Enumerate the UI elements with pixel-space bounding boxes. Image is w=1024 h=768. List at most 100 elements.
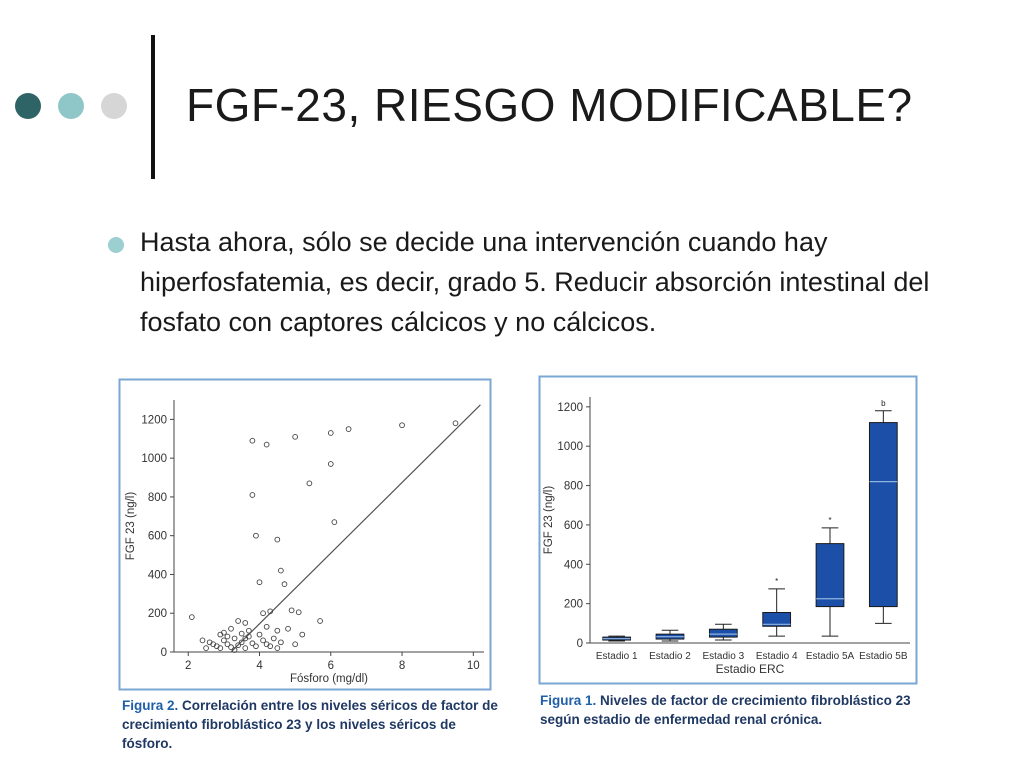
y-tick-label: 600 <box>148 531 167 543</box>
scatter-point <box>242 620 249 626</box>
caption-text: Niveles de factor de crecimiento fibrobl… <box>540 693 911 727</box>
scatter-point <box>263 441 270 448</box>
scatter-point <box>221 637 227 644</box>
scatter-point <box>228 625 234 632</box>
scatter-point <box>238 639 245 646</box>
scatter-point <box>224 641 231 648</box>
caption-figura-2: Figura 2. Correlación entre los niveles … <box>122 696 502 753</box>
y-tick-label: 200 <box>564 599 583 611</box>
bullet-text: Hasta ahora, sólo se decide una interven… <box>140 227 930 337</box>
significance-marker: * <box>828 516 831 525</box>
y-tick-label: 800 <box>564 481 583 493</box>
x-tick-label: 4 <box>256 660 263 672</box>
x-tick-label: 10 <box>467 660 480 672</box>
scatter-point <box>228 644 234 651</box>
scatter-point <box>231 635 238 642</box>
scatter-point <box>327 430 334 436</box>
box-iqr <box>762 611 792 627</box>
scatter-point <box>260 610 266 617</box>
scatter-point <box>253 532 259 539</box>
scatter-point <box>253 643 259 650</box>
x-axis-label: Estadio ERC <box>716 662 785 676</box>
bullet-icon <box>108 237 124 253</box>
x-tick-label: Estadio 4 <box>756 651 798 662</box>
x-axis-label: Fósforo (mg/dl) <box>290 673 368 685</box>
figure-boxplot: 0 200 400 600 800 1000 1200 Estadio 1 Estadio 2 E… <box>538 375 918 727</box>
scatter-point <box>281 581 288 588</box>
scatter-point <box>242 635 249 642</box>
title-divider <box>151 35 155 179</box>
scatter-point <box>203 645 209 651</box>
box-1 <box>602 635 632 642</box>
x-tick-label: Estadio 5A <box>806 651 855 662</box>
caption-figura-1: Figura 1. Niveles de factor de crecimien… <box>540 691 930 729</box>
y-axis-label: FGF 23 (ng/l) <box>543 486 555 555</box>
scatter-point <box>235 642 241 649</box>
significance-marker: b <box>881 399 886 408</box>
scatter-point <box>249 437 256 444</box>
scatter-point <box>188 614 195 620</box>
scatter-point <box>245 627 252 634</box>
x-tick-label: 8 <box>399 660 405 672</box>
scatter-point <box>217 645 224 651</box>
scatter-point <box>292 433 298 440</box>
y-tick-label: 200 <box>148 608 167 620</box>
caption-text: Correlación entre los niveles séricos de… <box>122 698 498 751</box>
scatter-point <box>331 519 338 525</box>
box-iqr <box>708 628 738 638</box>
y-tick-label: 0 <box>577 638 583 650</box>
header-dot-dark <box>15 93 41 119</box>
scatter-point <box>249 492 256 498</box>
scatter-point <box>452 420 459 427</box>
box-3 <box>708 623 738 641</box>
scatter-point <box>274 645 281 651</box>
x-tick-label: Estadio 1 <box>596 651 638 662</box>
x-tick-label: 6 <box>328 660 334 672</box>
scatter-point <box>238 630 245 637</box>
scatter-point <box>317 618 323 624</box>
scatter-frame <box>118 378 492 691</box>
scatter-point <box>399 422 405 429</box>
header-dot-gray <box>101 93 127 119</box>
scatter-point <box>267 608 274 615</box>
x-tick-label: 2 <box>185 660 191 672</box>
scatter-point <box>235 618 241 624</box>
significance-marker: * <box>775 577 778 586</box>
header-dot-teal <box>58 93 84 119</box>
y-tick-label: 0 <box>161 647 167 659</box>
scatter-point <box>295 609 302 616</box>
scatter-point <box>270 635 277 642</box>
box-6: b <box>868 399 898 624</box>
box-iqr <box>815 543 845 608</box>
boxplot-chart: 0 200 400 600 800 1000 1200 Estadio 1 Estadio 2 E… <box>538 375 918 685</box>
y-tick-label: 1000 <box>141 453 167 465</box>
scatter-point <box>274 536 281 543</box>
scatter-point <box>278 567 284 574</box>
scatter-point <box>217 631 224 638</box>
scatter-point <box>267 643 274 650</box>
scatter-point <box>278 639 284 646</box>
box-4: * <box>762 577 792 637</box>
y-axis-label: FGF 23 (ng/l) <box>125 492 137 561</box>
scatter-point <box>263 623 270 630</box>
scatter-point <box>231 647 238 653</box>
scatter-point <box>199 637 206 644</box>
scatter-chart: 0 200 400 600 800 1000 1200 2 4 6 8 10 Fósforo (mg/d… <box>118 378 492 691</box>
y-tick-label: 400 <box>148 569 167 581</box>
x-tick-label: Estadio 3 <box>702 651 744 662</box>
y-tick-label: 1200 <box>557 402 583 414</box>
y-tick-label: 1200 <box>141 414 167 426</box>
scatter-point <box>260 637 266 644</box>
caption-label: Figura 2. <box>122 698 179 713</box>
scatter-point <box>256 631 263 638</box>
y-tick-label: 800 <box>148 492 167 504</box>
y-tick-label: 600 <box>564 520 583 532</box>
scatter-point <box>224 633 231 640</box>
scatter-point <box>327 461 334 467</box>
box-5: * <box>815 516 845 637</box>
scatter-point <box>285 625 291 632</box>
scatter-point <box>242 645 249 651</box>
box-2 <box>655 629 685 642</box>
box-iqr <box>868 422 898 608</box>
scatter-point <box>299 631 306 638</box>
